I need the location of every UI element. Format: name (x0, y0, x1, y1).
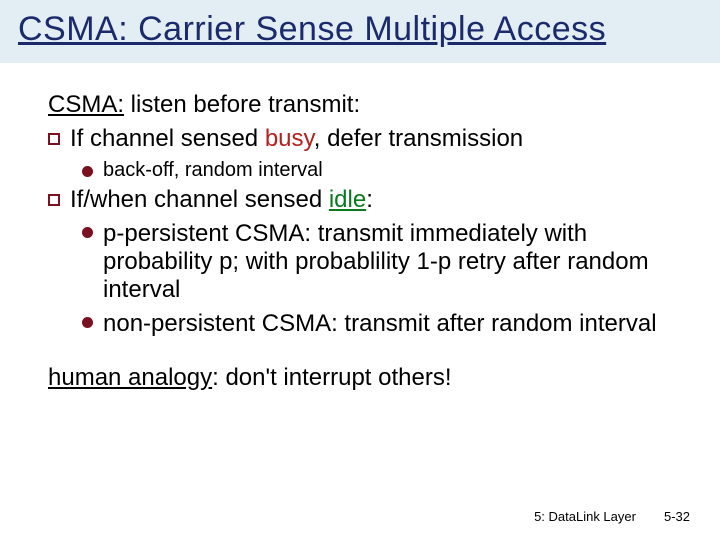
bullet-busy-text: If channel sensed busy, defer transmissi… (70, 125, 523, 153)
footer-page: 5-32 (664, 509, 690, 524)
bullet-p-persistent: p-persistent CSMA: transmit immediately … (82, 220, 672, 304)
analogy-line: human analogy: don't interrupt others! (48, 364, 672, 392)
square-bullet-icon (48, 133, 60, 145)
b2-pre: If/when channel sensed (70, 186, 329, 213)
bullet-p-persistent-text: p-persistent CSMA: transmit immediately … (103, 220, 672, 304)
bullet-backoff: back-off, random interval (82, 159, 672, 182)
bullet-non-persistent-text: non-persistent CSMA: transmit after rand… (103, 310, 657, 338)
bullet-idle: If/when channel sensed idle: (48, 186, 672, 214)
bullet-non-persistent: non-persistent CSMA: transmit after rand… (82, 310, 672, 338)
b1-post: , defer transmission (314, 125, 523, 152)
b1-key: busy (265, 125, 314, 152)
circle-bullet-icon (82, 317, 93, 328)
bullet-backoff-text: back-off, random interval (103, 159, 323, 182)
b2-post: : (366, 186, 373, 213)
intro-lead: CSMA: (48, 91, 124, 118)
slide-title: CSMA: Carrier Sense Multiple Access (18, 10, 702, 49)
analogy-lead: human analogy (48, 364, 212, 391)
slide: CSMA: Carrier Sense Multiple Access CSMA… (0, 0, 720, 540)
intro-rest: listen before transmit: (124, 91, 360, 118)
square-bullet-icon (48, 194, 60, 206)
circle-bullet-icon (82, 227, 93, 238)
bullet-idle-text: If/when channel sensed idle: (70, 186, 373, 214)
title-band: CSMA: Carrier Sense Multiple Access (0, 0, 720, 63)
b2-key: idle (329, 186, 366, 213)
b1-pre: If channel sensed (70, 125, 265, 152)
intro-line: CSMA: listen before transmit: (48, 91, 672, 119)
analogy-rest: : don't interrupt others! (212, 364, 451, 391)
footer-chapter: 5: DataLink Layer (534, 509, 636, 524)
circle-bullet-icon (82, 166, 93, 177)
slide-body: CSMA: listen before transmit: If channel… (0, 63, 720, 392)
footer: 5: DataLink Layer 5-32 (534, 509, 690, 524)
bullet-busy: If channel sensed busy, defer transmissi… (48, 125, 672, 153)
